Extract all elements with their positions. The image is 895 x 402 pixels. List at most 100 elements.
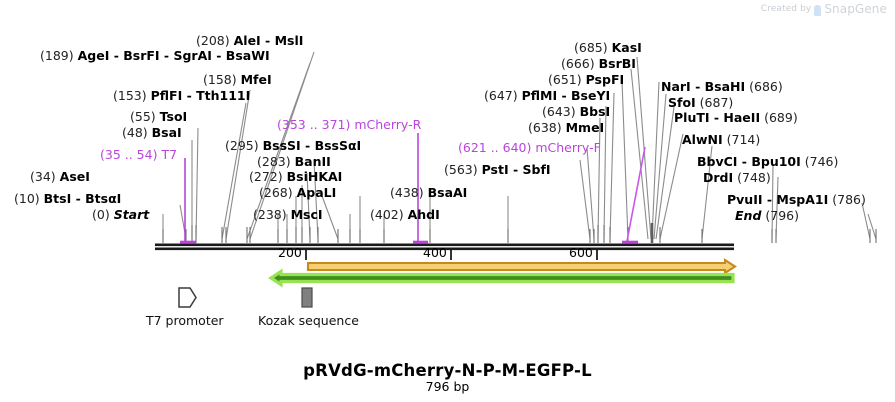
enzyme-position: (643)	[542, 104, 576, 119]
enzyme-position: (153)	[113, 88, 147, 103]
enzyme-label-208[interactable]: (208) AleI - MslI	[196, 34, 303, 47]
enzyme-position: (402)	[370, 207, 404, 222]
enzyme-names: KasI	[611, 40, 642, 55]
enzyme-names: BsaAI	[427, 185, 468, 200]
t7-promoter-glyph[interactable]	[178, 287, 197, 308]
snapgene-logo-icon	[814, 4, 822, 16]
enzyme-label-0-start[interactable]: (0) Start	[92, 208, 149, 221]
enzyme-position: (0)	[92, 207, 110, 222]
enzyme-position: (651)	[548, 72, 582, 87]
watermark-prefix: Created by	[760, 4, 812, 14]
enzyme-label-748[interactable]: DrdI (748)	[703, 171, 771, 184]
enzyme-position: (689)	[764, 110, 798, 125]
enzyme-position: (748)	[737, 170, 771, 185]
orange-feature-arrow[interactable]	[306, 258, 737, 275]
enzyme-names: TsoI	[159, 109, 188, 124]
enzyme-names: PspFI	[585, 72, 625, 87]
enzyme-position: (55)	[130, 109, 156, 124]
enzyme-label-283[interactable]: (283) BanII	[257, 155, 331, 168]
enzyme-label-268[interactable]: (268) ApaLI	[259, 186, 336, 199]
enzyme-position: (238)	[253, 207, 287, 222]
enzyme-label-34[interactable]: (34) AseI	[30, 170, 90, 183]
enzyme-label-647[interactable]: (647) PflMI - BseYI	[484, 89, 610, 102]
enzyme-label-153[interactable]: (153) PflFI - Tth111I	[113, 89, 250, 102]
enzyme-names: MscI	[290, 207, 323, 222]
enzyme-label-563[interactable]: (563) PstI - SbfI	[444, 163, 551, 176]
enzyme-label-746[interactable]: BbvCI - Bpu10I (746)	[697, 155, 838, 168]
primer-markers	[180, 133, 646, 244]
enzyme-names: PluTI - HaeII	[674, 110, 761, 125]
kozak-sequence-glyph[interactable]	[301, 287, 313, 308]
enzyme-label-686[interactable]: NarI - BsaHI (686)	[661, 80, 783, 93]
enzyme-label-272[interactable]: (272) BsiHKAI	[249, 170, 342, 183]
enzyme-position: (714)	[726, 132, 761, 147]
enzyme-label-48[interactable]: (48) BsaI	[122, 126, 182, 139]
enzyme-position: (295)	[225, 138, 259, 153]
enzyme-names: PflMI - BseYI	[521, 88, 611, 103]
enzyme-label-295[interactable]: (295) BssSI - BssSαI	[225, 139, 361, 152]
enzyme-names: PvuII - MspA1I	[727, 192, 829, 207]
ruler-tick-label-200: 200	[278, 245, 302, 260]
enzyme-names: BanII	[294, 154, 331, 169]
enzyme-names: NarI - BsaHI	[661, 79, 746, 94]
enzyme-label-438[interactable]: (438) BsaAI	[390, 186, 467, 199]
feature-label-t7-promoter[interactable]: T7 promoter	[146, 313, 224, 328]
green-feature-arrow[interactable]	[268, 268, 735, 288]
enzyme-label-55[interactable]: (55) TsoI	[130, 110, 187, 123]
enzyme-label-238[interactable]: (238) MscI	[253, 208, 323, 221]
enzyme-label-714[interactable]: AlwNI (714)	[682, 133, 760, 146]
enzyme-label-638[interactable]: (638) MmeI	[528, 121, 604, 134]
enzyme-names: BsaI	[151, 125, 182, 140]
primer-position: (353 .. 371)	[277, 117, 351, 132]
enzyme-position: (48)	[122, 125, 148, 140]
enzyme-names: BtsI - BtsαI	[43, 191, 122, 206]
enzyme-label-685[interactable]: (685) KasI	[574, 41, 642, 54]
primer-name: mCherry-R	[354, 117, 422, 132]
enzyme-names: AseI	[59, 169, 90, 184]
enzyme-position: (796)	[765, 208, 799, 223]
enzyme-position: (647)	[484, 88, 518, 103]
enzyme-label-643[interactable]: (643) BbsI	[542, 105, 610, 118]
enzyme-position: (686)	[749, 79, 783, 94]
enzyme-label-689[interactable]: PluTI - HaeII (689)	[674, 111, 798, 124]
primer-position: (35 .. 54)	[100, 147, 158, 162]
enzyme-position: (666)	[561, 56, 595, 71]
primer-label-t7[interactable]: (35 .. 54) T7	[100, 148, 177, 161]
enzyme-position: (786)	[832, 192, 866, 207]
enzyme-names: DrdI	[703, 170, 734, 185]
feature-label-kozak-sequence[interactable]: Kozak sequence	[258, 313, 359, 328]
enzyme-names: Start	[113, 207, 150, 222]
enzyme-label-666[interactable]: (666) BsrBI	[561, 57, 636, 70]
enzyme-names: PstI - SbfI	[481, 162, 551, 177]
primer-label-mcherry-f[interactable]: (621 .. 640) mCherry-F	[458, 141, 601, 154]
enzyme-label-651[interactable]: (651) PspFI	[548, 73, 624, 86]
enzyme-names: PflFI - Tth111I	[150, 88, 251, 103]
enzyme-names: MfeI	[240, 72, 272, 87]
enzyme-names: AleI - MslI	[233, 33, 304, 48]
enzyme-position: (638)	[528, 120, 562, 135]
ruler-tick-label-400: 400	[423, 245, 447, 260]
enzyme-label-10[interactable]: (10) BtsI - BtsαI	[14, 192, 121, 205]
enzyme-position: (272)	[249, 169, 283, 184]
primer-name: T7	[161, 147, 178, 162]
enzyme-label-796-end[interactable]: End (796)	[735, 209, 799, 222]
leader-lines	[162, 51, 877, 240]
enzyme-names: End	[735, 208, 762, 223]
enzyme-position: (34)	[30, 169, 56, 184]
enzyme-names: MmeI	[565, 120, 605, 135]
enzyme-label-158[interactable]: (158) MfeI	[203, 73, 272, 86]
enzyme-label-402[interactable]: (402) AhdI	[370, 208, 440, 221]
primer-label-mcherry-r[interactable]: (353 .. 371) mCherry-R	[277, 118, 421, 131]
enzyme-names: BbsI	[579, 104, 611, 119]
enzyme-position: (208)	[196, 33, 230, 48]
enzyme-names: BsrBI	[598, 56, 636, 71]
enzyme-names: AgeI - BsrFI - SgrAI - BsaWI	[77, 48, 270, 63]
enzyme-label-786[interactable]: PvuII - MspA1I (786)	[727, 193, 866, 206]
snapgene-watermark: Created by SnapGene	[761, 2, 887, 16]
enzyme-label-189[interactable]: (189) AgeI - BsrFI - SgrAI - BsaWI	[40, 49, 270, 62]
enzyme-names: BbvCI - Bpu10I	[697, 154, 801, 169]
enzyme-label-687[interactable]: SfoI (687)	[668, 96, 733, 109]
enzyme-position: (158)	[203, 72, 237, 87]
enzyme-position: (268)	[259, 185, 293, 200]
